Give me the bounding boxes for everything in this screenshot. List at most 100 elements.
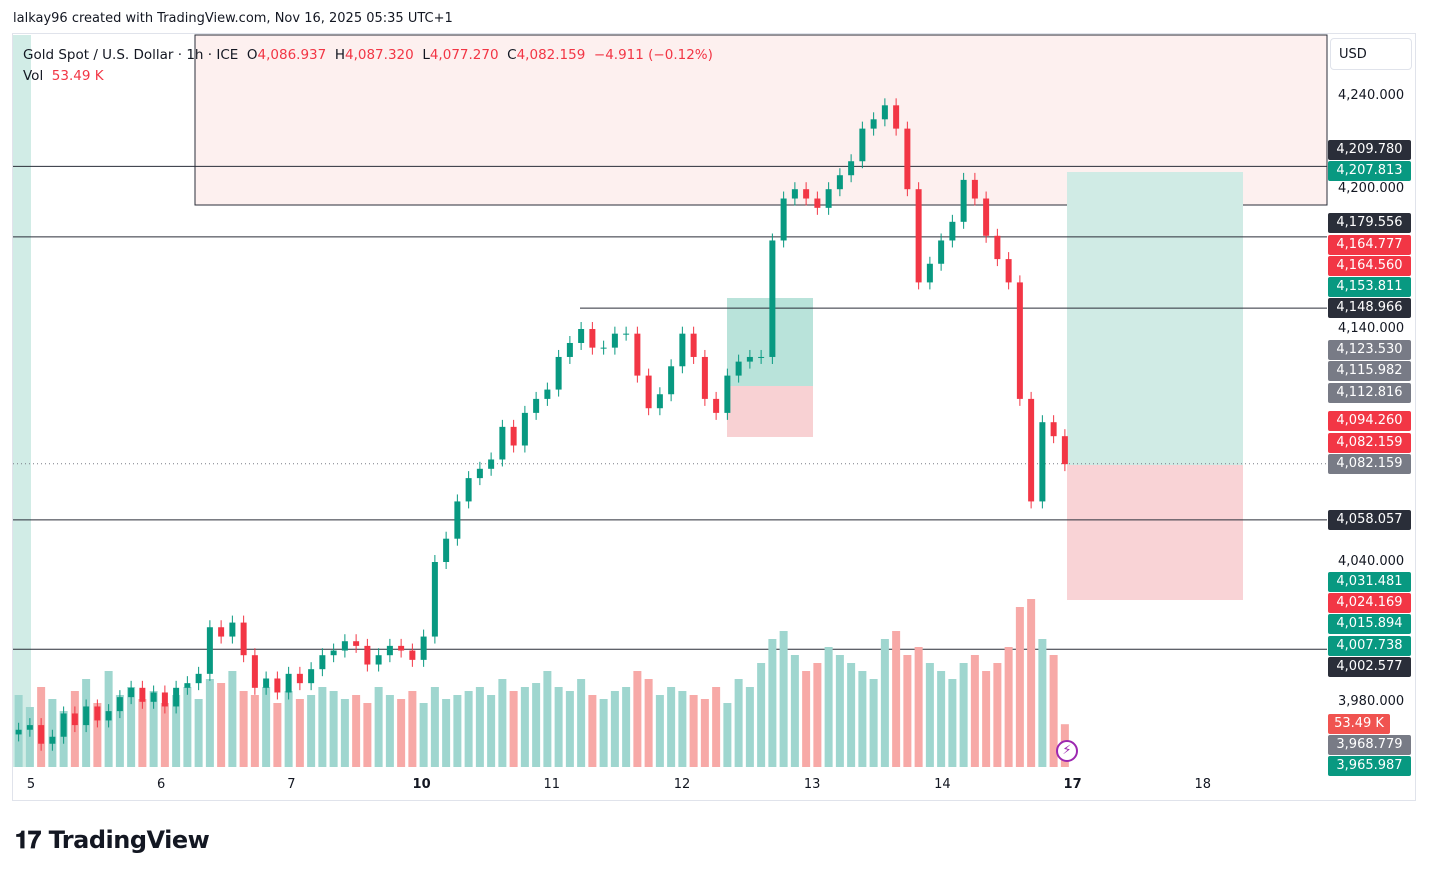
candle-body	[274, 678, 281, 693]
volume-bar	[892, 631, 901, 767]
candle-body	[949, 221, 956, 241]
volume-bar	[655, 695, 664, 767]
volume-bar	[712, 687, 721, 767]
volume-bar	[385, 695, 394, 767]
low-value: 4,077.270	[429, 47, 499, 63]
time-tick: 10	[412, 777, 431, 792]
time-tick: 11	[543, 777, 561, 792]
price-tick: 4,040.000	[1338, 554, 1405, 569]
candle-body	[116, 697, 123, 712]
volume-bar	[239, 691, 248, 767]
candle-body	[758, 356, 765, 358]
long-position-stop	[727, 386, 813, 437]
open-value: 4,086.937	[257, 47, 327, 63]
price-label: 3,968.779	[1328, 735, 1411, 755]
candle-body	[656, 394, 663, 409]
volume-bar	[284, 691, 293, 767]
candle-body	[724, 375, 731, 413]
candle-body	[173, 687, 180, 707]
time-tick: 17	[1063, 777, 1082, 792]
long-position-target	[1067, 172, 1243, 465]
low-label: L	[422, 47, 430, 63]
price-label: 4,015.894	[1328, 614, 1411, 634]
price-tick: 4,140.000	[1338, 321, 1405, 336]
candle-body	[814, 198, 821, 208]
candle-body	[769, 240, 776, 357]
price-label: 4,209.780	[1328, 140, 1411, 160]
volume-label: Vol	[23, 68, 44, 84]
candle-body	[71, 713, 78, 726]
volume-bar	[295, 699, 304, 767]
volume-bar	[307, 695, 316, 767]
candle-body	[679, 333, 686, 367]
volume-bar	[138, 699, 147, 767]
candle-body	[994, 235, 1001, 260]
symbol-name[interactable]: Gold Spot / U.S. Dollar · 1h · ICE	[23, 47, 239, 63]
candle-body	[364, 645, 371, 665]
volume-bar	[194, 699, 203, 767]
volume-bar	[1015, 607, 1024, 767]
candle-body	[825, 189, 832, 208]
volume-bar	[768, 639, 777, 767]
price-label: 4,164.560	[1328, 256, 1411, 276]
candle-body	[161, 692, 168, 707]
price-label: 4,179.556	[1328, 213, 1411, 233]
volume-bar	[183, 687, 192, 767]
volume-bar	[700, 699, 709, 767]
candle-body	[420, 636, 427, 660]
candle-body	[1016, 282, 1023, 399]
lightning-icon[interactable]: ⚡	[1056, 740, 1078, 762]
volume-bar	[779, 631, 788, 767]
volume-bar	[273, 703, 282, 767]
candle-body	[49, 736, 56, 744]
volume-bar	[565, 691, 574, 767]
candle-body	[983, 198, 990, 236]
price-tick: 3,980.000	[1338, 693, 1405, 709]
volume-bar	[172, 695, 181, 767]
logo-text: TradingView	[48, 826, 210, 854]
candle-body	[386, 645, 393, 656]
time-tick: 18	[1194, 777, 1212, 792]
volume-bar	[352, 695, 361, 767]
candle-body	[218, 627, 225, 637]
candle-body	[510, 426, 517, 446]
high-value: 4,087.320	[345, 47, 414, 63]
volume-bar	[802, 671, 811, 767]
candle-body	[859, 128, 866, 162]
price-label: 53.49 K	[1328, 714, 1390, 734]
candle-body	[521, 412, 528, 446]
volume-bar	[835, 655, 844, 767]
price-label: 4,031.481	[1328, 572, 1411, 592]
candle-body	[589, 329, 596, 348]
candle-body	[533, 398, 540, 413]
change-value: −4.911 (−0.12%)	[593, 47, 713, 63]
candle-body	[240, 622, 247, 656]
volume-bar	[205, 679, 214, 767]
volume-bar	[858, 671, 867, 767]
candle-body	[938, 240, 945, 264]
currency-button[interactable]: USD	[1330, 38, 1412, 70]
candle-body	[184, 683, 191, 688]
candle-body	[690, 333, 697, 357]
volume-bar	[419, 703, 428, 767]
candle-body	[566, 342, 573, 357]
credit-line: lalkay96 created with TradingView.com, N…	[13, 11, 453, 26]
candle-body	[848, 161, 855, 176]
candle-body	[476, 468, 483, 479]
volume-bar	[847, 663, 856, 767]
price-label: 4,007.738	[1328, 636, 1411, 656]
volume-bar	[937, 671, 946, 767]
volume-bar	[543, 671, 552, 767]
candle-body	[904, 128, 911, 190]
candle-body	[611, 333, 618, 348]
candle-body	[83, 706, 90, 726]
volume-bar	[250, 695, 259, 767]
price-tick: 4,240.000	[1338, 88, 1405, 103]
volume-bar	[453, 695, 462, 767]
volume-bar	[25, 707, 34, 767]
volume-bar	[408, 691, 417, 767]
time-tick: 5	[26, 777, 36, 792]
volume-bar	[498, 679, 507, 767]
volume-bar	[374, 687, 383, 767]
